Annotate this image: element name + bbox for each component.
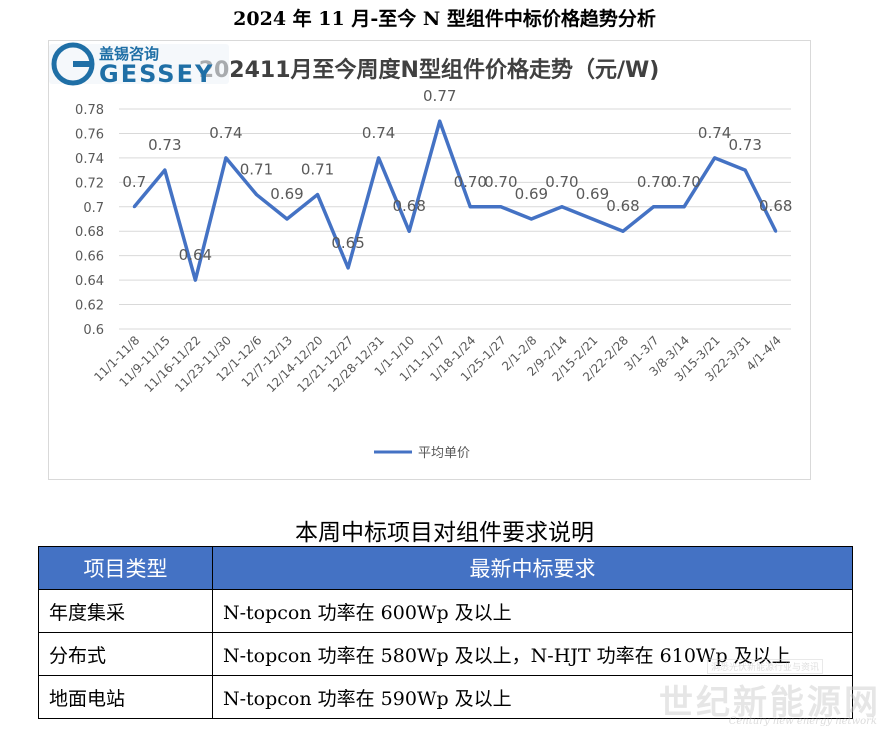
data-label: 0.74 (698, 124, 731, 142)
row-requirement: N-topcon 功率在 580Wp 及以上，N-HJT 功率在 610Wp 及… (212, 632, 853, 676)
data-label: 0.69 (515, 185, 548, 203)
data-point (774, 229, 778, 233)
data-label: 0.74 (209, 124, 242, 142)
section-title: 本周中标项目对组件要求说明 (295, 520, 594, 546)
data-point (499, 205, 503, 209)
data-point (132, 205, 136, 209)
y-tick-label: 0.76 (75, 127, 104, 142)
x-tick-label: 4/1-4/4 (744, 333, 784, 373)
y-tick-label: 0.72 (75, 176, 104, 191)
data-label: 0.70 (637, 173, 670, 191)
table-row: 分布式 N-topcon 功率在 580Wp 及以上，N-HJT 功率在 610… (38, 632, 853, 676)
data-point (713, 156, 717, 160)
data-label: 0.68 (759, 197, 792, 215)
y-tick-label: 0.74 (75, 152, 104, 167)
data-label: 0.71 (240, 161, 273, 179)
data-point (743, 168, 747, 172)
data-point (682, 205, 686, 209)
data-labels: 0.70.730.640.740.710.690.710.650.740.680… (122, 87, 792, 264)
y-tick-label: 0.68 (75, 225, 104, 240)
table-header-row: 项目类型 最新中标要求 (38, 546, 853, 590)
data-point (163, 168, 167, 172)
line-chart: 202411月至今周度N型组件价格走势（元/W) 0.6 0.62 0.64 0.66… (48, 40, 811, 480)
watermark-title: 世纪新能源网 (659, 683, 881, 723)
header-requirement: 最新中标要求 (212, 546, 853, 590)
data-label: 0.70 (545, 173, 578, 191)
watermark-tag: 洞悉光伏新能源行业与资讯 (707, 659, 824, 674)
data-label: 0.69 (576, 185, 609, 203)
data-point (285, 217, 289, 221)
chart-svg: 202411月至今周度N型组件价格走势（元/W) 0.6 0.62 0.64 0.66… (75, 57, 792, 461)
data-point (224, 156, 228, 160)
data-point (529, 217, 533, 221)
data-point (316, 193, 320, 197)
requirements-table: 项目类型 最新中标要求 年度集采 N-topcon 功率在 600Wp 及以上 … (38, 546, 853, 719)
data-label: 0.77 (423, 87, 456, 105)
y-tick-label: 0.7 (83, 201, 104, 216)
data-point (560, 205, 564, 209)
table-row: 年度集采 N-topcon 功率在 600Wp 及以上 (38, 589, 853, 633)
legend: 平均单价 (374, 446, 470, 461)
data-label: 0.68 (392, 197, 425, 215)
page-title: 2024 年 11 月-至今 N 型组件中标价格趋势分析 (233, 8, 656, 30)
data-label: 0.68 (606, 197, 639, 215)
row-requirement: N-topcon 功率在 600Wp 及以上 (212, 589, 853, 633)
data-label: 0.73 (728, 136, 761, 154)
row-type: 年度集采 (38, 589, 213, 633)
data-point (590, 217, 594, 221)
row-requirement: N-topcon 功率在 590Wp 及以上 (212, 675, 853, 719)
grid-lines (119, 108, 791, 330)
chart-title: 202411月至今周度N型组件价格走势（元/W) (199, 57, 660, 83)
series-line (132, 119, 778, 282)
data-label: 0.70 (454, 173, 487, 191)
row-type: 分布式 (38, 632, 213, 676)
legend-label: 平均单价 (418, 446, 470, 461)
y-tick-label: 0.66 (75, 250, 104, 265)
row-type: 地面电站 (38, 675, 213, 719)
data-label: 0.70 (484, 173, 517, 191)
data-point (346, 266, 350, 270)
data-label: 0.7 (122, 173, 146, 191)
data-point (254, 193, 258, 197)
data-point (468, 205, 472, 209)
data-point (193, 278, 197, 282)
data-label: 0.69 (270, 185, 303, 203)
data-point (438, 119, 442, 123)
y-tick-label: 0.78 (75, 103, 104, 118)
y-axis-ticks: 0.6 0.62 0.64 0.66 0.68 0.7 0.72 0.74 0.76 0.78 (75, 103, 104, 338)
y-tick-label: 0.64 (75, 274, 104, 289)
table-row: 地面电站 N-topcon 功率在 590Wp 及以上 (38, 675, 853, 719)
data-label: 0.71 (301, 161, 334, 179)
data-point (652, 205, 656, 209)
data-point (407, 229, 411, 233)
watermark: 洞悉光伏新能源行业与资讯 世纪新能源网 Century new energy n… (652, 655, 887, 735)
logo-text-en: GESSEY (99, 60, 214, 87)
y-tick-label: 0.6 (83, 323, 104, 338)
data-point (377, 156, 381, 160)
y-tick-label: 0.62 (75, 299, 104, 314)
data-label: 0.73 (148, 136, 181, 154)
series-line-layer (132, 119, 778, 282)
data-label: 0.70 (667, 173, 700, 191)
logo-text-cn: 盖锡咨询 (99, 45, 159, 63)
data-point (621, 229, 625, 233)
header-project-type: 项目类型 (38, 546, 213, 590)
watermark-subtitle: Century new energy network (728, 716, 877, 727)
data-label: 0.65 (331, 234, 364, 252)
x-axis-ticks: 11/1-11/811/9-11/1511/16-11/2211/23-11/3… (91, 333, 784, 395)
data-label: 0.74 (362, 124, 395, 142)
data-label: 0.64 (179, 246, 212, 264)
gessey-logo: 盖锡咨询 GESSEY (49, 42, 229, 87)
